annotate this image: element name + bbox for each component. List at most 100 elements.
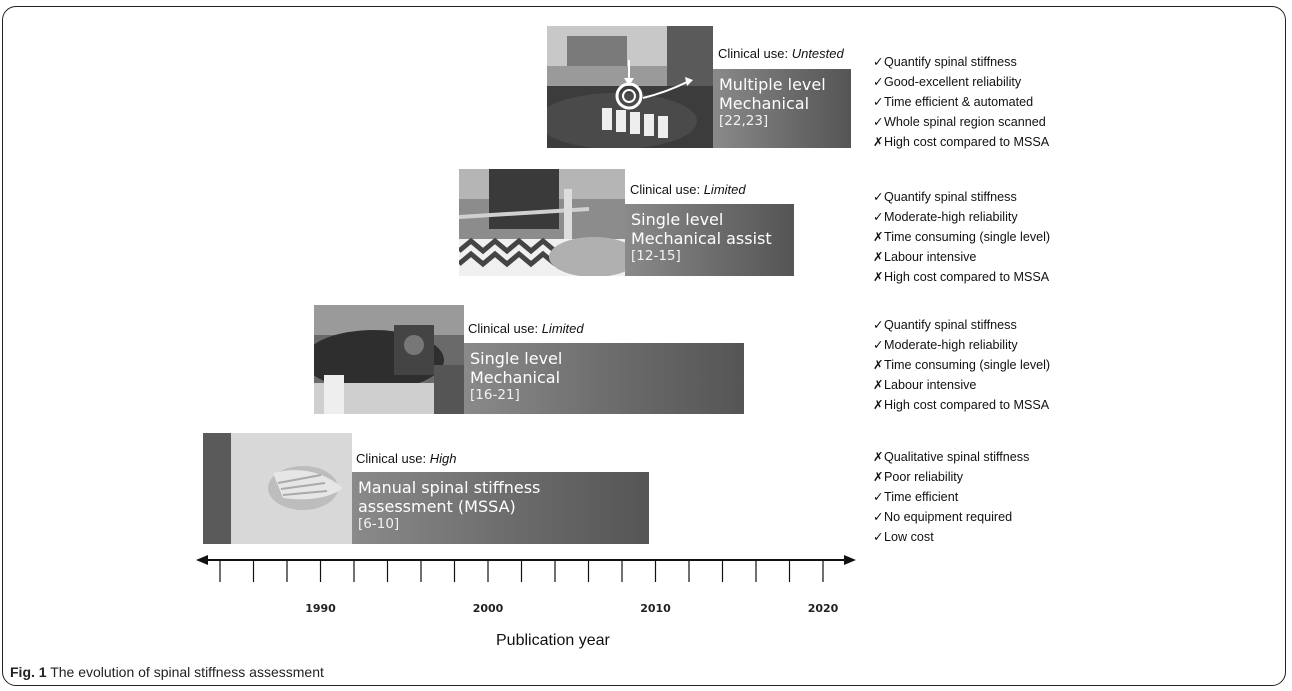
clinical-use-label: Clinical use: High xyxy=(356,451,457,466)
multiple-level-device-photo xyxy=(547,26,713,148)
note-item: ✗Qualitative spinal stiffness xyxy=(873,447,1029,467)
note-text: Low cost xyxy=(884,530,934,544)
note-item: ✓No equipment required xyxy=(873,507,1029,527)
check-icon: ✓ xyxy=(873,210,884,224)
tick-label: 2020 xyxy=(807,602,839,615)
note-text: High cost compared to MSSA xyxy=(884,398,1050,412)
method-title-line1: Single level xyxy=(470,349,563,368)
check-icon: ✓ xyxy=(873,338,884,352)
method-title-line1: Single level xyxy=(631,210,724,229)
cross-icon: ✗ xyxy=(873,135,884,149)
check-icon: ✓ xyxy=(873,318,884,332)
caption-text: The evolution of spinal stiffness assess… xyxy=(50,664,324,680)
method-notes: ✓Quantify spinal stiffness ✓Good-excellen… xyxy=(873,52,1049,152)
note-item: ✗Poor reliability xyxy=(873,467,1029,487)
note-item: ✓Moderate-high reliability xyxy=(873,335,1050,355)
note-item: ✓Whole spinal region scanned xyxy=(873,112,1049,132)
method-title-line2: Mechanical xyxy=(470,368,561,387)
manual-assessment-photo xyxy=(203,433,352,544)
method-refs: [12-15] xyxy=(631,248,681,264)
method-notes: ✗Qualitative spinal stiffness ✗Poor relia… xyxy=(873,447,1029,547)
cross-icon: ✗ xyxy=(873,470,884,484)
note-text: Labour intensive xyxy=(884,250,977,264)
check-icon: ✓ xyxy=(873,510,884,524)
cross-icon: ✗ xyxy=(873,358,884,372)
method-bar-multiple-level: Multiple level Mechanical [22,23] xyxy=(713,69,851,148)
note-text: Moderate-high reliability xyxy=(884,338,1018,352)
check-icon: ✓ xyxy=(873,75,884,89)
note-text: High cost compared to MSSA xyxy=(884,135,1050,149)
note-text: Time consuming (single level) xyxy=(884,358,1051,372)
cross-icon: ✗ xyxy=(873,378,884,392)
single-level-device-photo xyxy=(314,305,464,414)
note-text: No equipment required xyxy=(884,510,1013,524)
method-title-line1: Multiple level xyxy=(719,75,826,94)
cross-icon: ✗ xyxy=(873,398,884,412)
note-item: ✓Time efficient & automated xyxy=(873,92,1049,112)
tick-label: 1990 xyxy=(305,602,336,615)
note-text: Moderate-high reliability xyxy=(884,210,1018,224)
clinical-use-value: Untested xyxy=(791,46,844,61)
method-title-line1: Manual spinal stiffness xyxy=(358,478,541,497)
note-text: Time consuming (single level) xyxy=(884,230,1051,244)
note-item: ✓Good-excellent reliability xyxy=(873,72,1049,92)
method-title-line2: assessment (MSSA) xyxy=(358,497,516,516)
note-text: Good-excellent reliability xyxy=(884,75,1022,89)
method-refs: [16-21] xyxy=(470,387,520,403)
note-text: Poor reliability xyxy=(884,470,964,484)
note-item: ✗Time consuming (single level) xyxy=(873,227,1050,247)
note-item: ✓Quantify spinal stiffness xyxy=(873,315,1050,335)
note-text: Quantify spinal stiffness xyxy=(884,190,1017,204)
check-icon: ✓ xyxy=(873,490,884,504)
note-text: Quantify spinal stiffness xyxy=(884,318,1017,332)
clinical-use-label: Clinical use: Untested xyxy=(718,46,844,61)
note-item: ✗High cost compared to MSSA xyxy=(873,132,1049,152)
figure-caption: Fig. 1 The evolution of spinal stiffness… xyxy=(10,664,324,680)
note-item: ✗Time consuming (single level) xyxy=(873,355,1050,375)
cross-icon: ✗ xyxy=(873,270,884,284)
clinical-use-value: High xyxy=(429,451,457,466)
cross-icon: ✗ xyxy=(873,250,884,264)
note-text: High cost compared to MSSA xyxy=(884,270,1050,284)
check-icon: ✓ xyxy=(873,530,884,544)
note-item: ✗Labour intensive xyxy=(873,247,1050,267)
cross-icon: ✗ xyxy=(873,450,884,464)
note-text: Time efficient & automated xyxy=(884,95,1034,109)
note-item: ✓Moderate-high reliability xyxy=(873,207,1050,227)
clinical-use-value: Limited xyxy=(703,182,746,197)
note-item: ✓Time efficient xyxy=(873,487,1029,507)
note-item: ✗High cost compared to MSSA xyxy=(873,267,1050,287)
check-icon: ✓ xyxy=(873,95,884,109)
clinical-use-label: Clinical use: Limited xyxy=(630,182,746,197)
note-item: ✓Low cost xyxy=(873,527,1029,547)
mechanical-assist-photo xyxy=(459,169,625,276)
tick-label: 2010 xyxy=(640,602,671,615)
note-text: Labour intensive xyxy=(884,378,977,392)
method-bar-mechanical-assist: Single level Mechanical assist [12-15] xyxy=(625,204,794,276)
caption-label: Fig. 1 xyxy=(10,664,47,680)
cross-icon: ✗ xyxy=(873,230,884,244)
note-item: ✗Labour intensive xyxy=(873,375,1050,395)
note-text: Qualitative spinal stiffness xyxy=(884,450,1030,464)
check-icon: ✓ xyxy=(873,55,884,69)
note-item: ✗High cost compared to MSSA xyxy=(873,395,1050,415)
method-bar-mssa: Manual spinal stiffness assessment (MSSA… xyxy=(352,472,649,544)
note-item: ✓Quantify spinal stiffness xyxy=(873,187,1050,207)
method-title-line2: Mechanical xyxy=(719,94,810,113)
note-text: Quantify spinal stiffness xyxy=(884,55,1017,69)
check-icon: ✓ xyxy=(873,190,884,204)
method-notes: ✓Quantify spinal stiffness ✓Moderate-high… xyxy=(873,187,1050,287)
note-text: Whole spinal region scanned xyxy=(884,115,1046,129)
timeline-axis xyxy=(196,555,856,582)
clinical-use-label: Clinical use: Limited xyxy=(468,321,584,336)
method-refs: [22,23] xyxy=(719,113,769,129)
axis-title: Publication year xyxy=(496,632,610,649)
method-refs: [6-10] xyxy=(358,516,400,532)
tick-label: 2000 xyxy=(472,602,504,615)
figure-frame xyxy=(2,6,1286,686)
clinical-use-value: Limited xyxy=(541,321,584,336)
check-icon: ✓ xyxy=(873,115,884,129)
note-text: Time efficient xyxy=(884,490,959,504)
method-title-line2: Mechanical assist xyxy=(631,229,772,248)
note-item: ✓Quantify spinal stiffness xyxy=(873,52,1049,72)
